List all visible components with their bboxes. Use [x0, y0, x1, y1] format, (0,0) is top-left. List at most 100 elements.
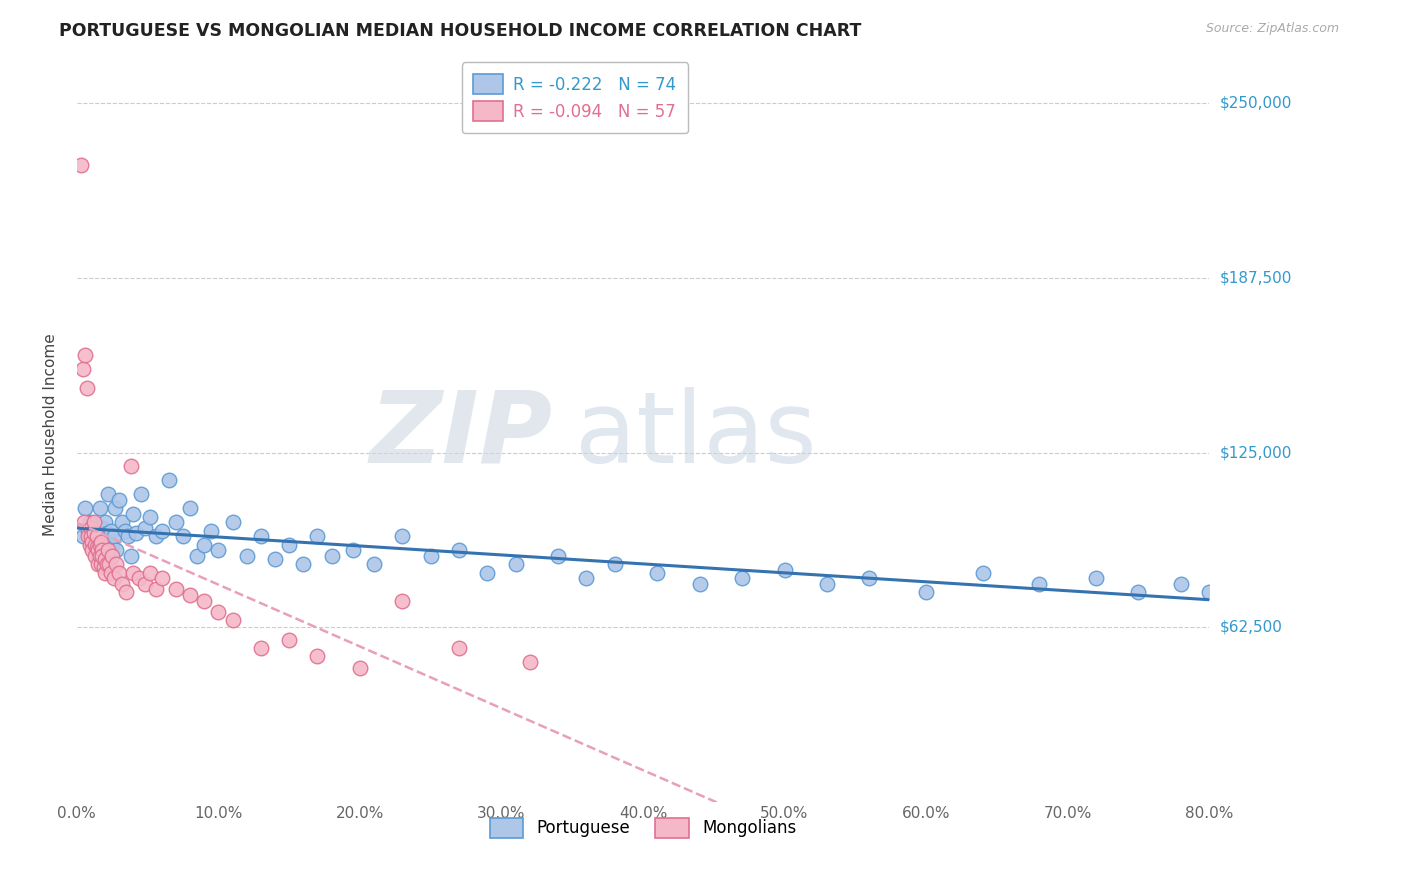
Point: [321, 549, 343, 563]
Point: [1084, 571, 1107, 585]
Point: [76, 381, 98, 395]
Point: [349, 660, 371, 674]
Point: [73, 516, 96, 530]
Point: [72, 361, 94, 376]
Point: [87, 543, 110, 558]
Legend: Portuguese, Mongolians: Portuguese, Mongolians: [484, 811, 803, 845]
Point: [111, 516, 134, 530]
Text: ZIP: ZIP: [370, 386, 553, 483]
Point: [1198, 585, 1220, 599]
Point: [90, 558, 112, 572]
Point: [264, 551, 287, 566]
Point: [96, 558, 118, 572]
Text: $187,500: $187,500: [1220, 270, 1292, 285]
Point: [145, 529, 167, 543]
Point: [98, 549, 121, 563]
Point: [96, 526, 118, 541]
Point: [1128, 585, 1150, 599]
Point: [75, 501, 97, 516]
Point: [100, 524, 122, 538]
Point: [89, 538, 111, 552]
Point: [391, 529, 413, 543]
Point: [134, 576, 156, 591]
Point: [145, 582, 167, 597]
Point: [221, 516, 243, 530]
Point: [97, 543, 120, 558]
Point: [93, 560, 115, 574]
Point: [86, 541, 108, 555]
Text: atlas: atlas: [575, 386, 817, 483]
Point: [250, 529, 273, 543]
Point: [122, 507, 145, 521]
Point: [115, 585, 138, 599]
Text: $125,000: $125,000: [1220, 445, 1292, 460]
Point: [80, 521, 103, 535]
Point: [773, 563, 796, 577]
Point: [86, 541, 108, 555]
Point: [117, 529, 139, 543]
Point: [731, 571, 754, 585]
Point: [120, 459, 142, 474]
Point: [307, 649, 329, 664]
Text: Source: ZipAtlas.com: Source: ZipAtlas.com: [1205, 22, 1339, 36]
Point: [86, 529, 108, 543]
Point: [87, 529, 110, 543]
Point: [179, 501, 201, 516]
Point: [89, 501, 111, 516]
Point: [221, 613, 243, 627]
Point: [79, 516, 101, 530]
Point: [186, 549, 208, 563]
Point: [103, 529, 125, 543]
Point: [91, 549, 114, 563]
Point: [84, 549, 107, 563]
Point: [77, 529, 100, 543]
Point: [1170, 576, 1192, 591]
Point: [207, 605, 229, 619]
Point: [87, 558, 110, 572]
Point: [77, 524, 100, 538]
Point: [200, 524, 222, 538]
Point: [129, 487, 152, 501]
Point: [689, 576, 711, 591]
Point: [82, 534, 104, 549]
Point: [603, 558, 626, 572]
Point: [278, 538, 301, 552]
Point: [111, 576, 134, 591]
Point: [278, 632, 301, 647]
Point: [101, 538, 124, 552]
Y-axis label: Median Household Income: Median Household Income: [44, 334, 58, 536]
Point: [101, 549, 124, 563]
Point: [70, 158, 93, 172]
Point: [82, 543, 104, 558]
Point: [519, 655, 541, 669]
Point: [90, 534, 112, 549]
Point: [83, 526, 105, 541]
Point: [91, 521, 114, 535]
Point: [83, 538, 105, 552]
Point: [108, 566, 131, 580]
Point: [103, 571, 125, 585]
Point: [179, 588, 201, 602]
Point: [235, 549, 257, 563]
Point: [972, 566, 994, 580]
Point: [207, 543, 229, 558]
Point: [98, 558, 121, 572]
Point: [80, 534, 103, 549]
Point: [122, 566, 145, 580]
Point: [94, 566, 117, 580]
Point: [83, 516, 105, 530]
Point: [100, 566, 122, 580]
Point: [75, 348, 97, 362]
Point: [150, 571, 173, 585]
Point: [139, 509, 162, 524]
Point: [193, 593, 215, 607]
Point: [94, 516, 117, 530]
Point: [128, 571, 150, 585]
Point: [363, 558, 385, 572]
Point: [108, 493, 131, 508]
Point: [575, 571, 598, 585]
Point: [477, 566, 499, 580]
Point: [120, 549, 142, 563]
Point: [150, 524, 173, 538]
Point: [547, 549, 569, 563]
